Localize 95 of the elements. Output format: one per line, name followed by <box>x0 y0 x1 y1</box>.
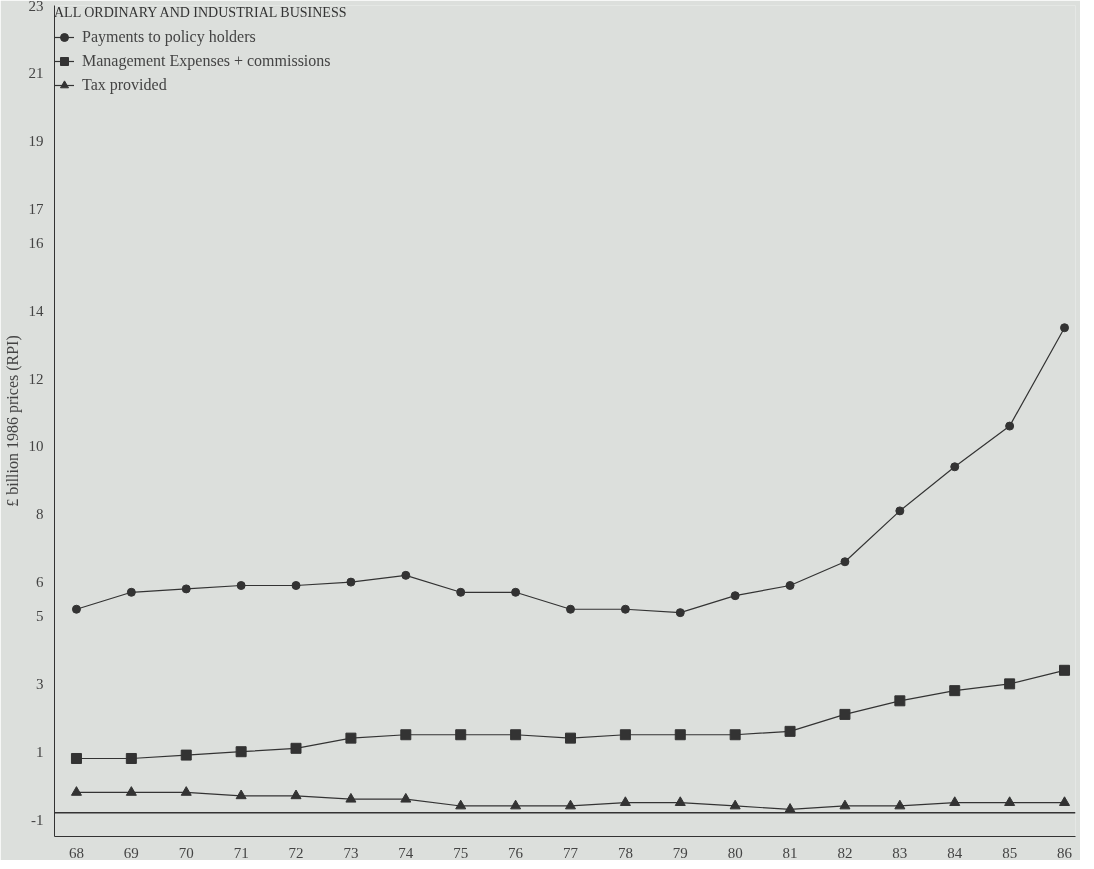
x-tick-label: 73 <box>343 844 359 861</box>
point <box>125 786 137 796</box>
point <box>1060 323 1070 333</box>
point <box>235 789 247 800</box>
point <box>236 581 246 590</box>
legend-label: Tax provided <box>82 75 167 96</box>
x-tick-label: 79 <box>672 844 688 861</box>
legend-label: Payments to policy holders <box>82 27 256 48</box>
point <box>181 584 191 594</box>
point <box>674 729 686 741</box>
point <box>729 799 741 810</box>
point <box>1059 796 1071 806</box>
point <box>619 729 631 741</box>
point <box>1005 421 1015 431</box>
point <box>510 799 522 810</box>
point <box>71 604 81 614</box>
x-tick-label: 82 <box>837 844 853 861</box>
x-tick-label: 77 <box>562 844 579 861</box>
point <box>785 581 795 590</box>
y-tick-label: 23 <box>28 0 44 14</box>
point <box>564 732 576 744</box>
x-tick-label: 81 <box>782 844 798 861</box>
x-tick-label: 71 <box>233 844 249 861</box>
point <box>455 799 467 810</box>
x-tick-label: 75 <box>453 844 469 861</box>
point <box>895 506 905 516</box>
y-tick-label: 3 <box>36 675 44 692</box>
point <box>456 587 466 597</box>
point <box>620 604 630 614</box>
point <box>400 729 412 741</box>
point <box>949 685 961 697</box>
point <box>564 799 576 810</box>
point <box>784 803 796 813</box>
y-tick-label: 10 <box>28 438 44 455</box>
point <box>346 577 356 587</box>
y-tick-label: 6 <box>36 574 44 591</box>
x-tick-label: 85 <box>1002 844 1018 861</box>
x-tick-label: 69 <box>123 844 139 861</box>
point <box>401 570 411 580</box>
y-tick-label: 16 <box>28 234 44 251</box>
x-tick-label: 76 <box>508 844 524 861</box>
legend-title: ALL ORDINARY AND INDUSTRIAL BUSINESS <box>54 5 347 21</box>
point <box>511 587 521 597</box>
point <box>290 789 302 800</box>
x-tick-label: 72 <box>288 844 304 861</box>
point <box>1004 678 1016 690</box>
point <box>894 799 906 810</box>
point <box>455 729 467 741</box>
point <box>949 796 961 806</box>
y-tick-label: 8 <box>36 506 44 523</box>
x-tick-label: 68 <box>68 844 84 861</box>
point <box>291 581 301 590</box>
point <box>674 796 686 806</box>
point <box>290 742 302 754</box>
point <box>950 462 960 472</box>
y-axis-title: £ billion 1986 prices (RPI) <box>3 335 22 507</box>
y-tick-label: 14 <box>28 302 44 319</box>
y-tick-label: 1 <box>36 743 44 760</box>
point <box>180 749 192 761</box>
x-tick-label: 70 <box>178 844 194 861</box>
point <box>180 786 192 796</box>
point <box>126 587 136 597</box>
point <box>1059 664 1071 676</box>
point <box>730 591 740 601</box>
x-tick-label: 74 <box>398 844 414 861</box>
point <box>70 786 82 796</box>
point <box>125 752 137 764</box>
point <box>840 557 850 567</box>
point <box>839 799 851 810</box>
legend-label: Management Expenses + commissions <box>82 51 331 72</box>
point <box>70 752 82 764</box>
x-tick-label: 83 <box>892 844 908 861</box>
point <box>1004 796 1016 806</box>
point <box>345 732 357 744</box>
point <box>400 792 412 803</box>
point <box>235 746 247 758</box>
x-tick-label: 84 <box>947 844 963 861</box>
point <box>565 604 575 614</box>
point <box>510 729 522 741</box>
point <box>784 725 796 737</box>
x-tick-label: 78 <box>617 844 633 861</box>
y-tick-label: 5 <box>36 608 44 625</box>
y-tick-label: 21 <box>28 65 44 82</box>
point <box>675 608 685 618</box>
point <box>619 796 631 806</box>
y-tick-label: 12 <box>28 370 44 387</box>
y-tick-label: 17 <box>28 201 44 218</box>
point <box>345 792 357 803</box>
point <box>894 695 906 707</box>
y-tick-label: 19 <box>28 133 44 150</box>
point <box>839 708 851 720</box>
point <box>729 729 741 741</box>
y-tick-label: -1 <box>31 811 44 828</box>
x-tick-label: 80 <box>727 844 743 861</box>
x-tick-label: 86 <box>1057 844 1073 861</box>
